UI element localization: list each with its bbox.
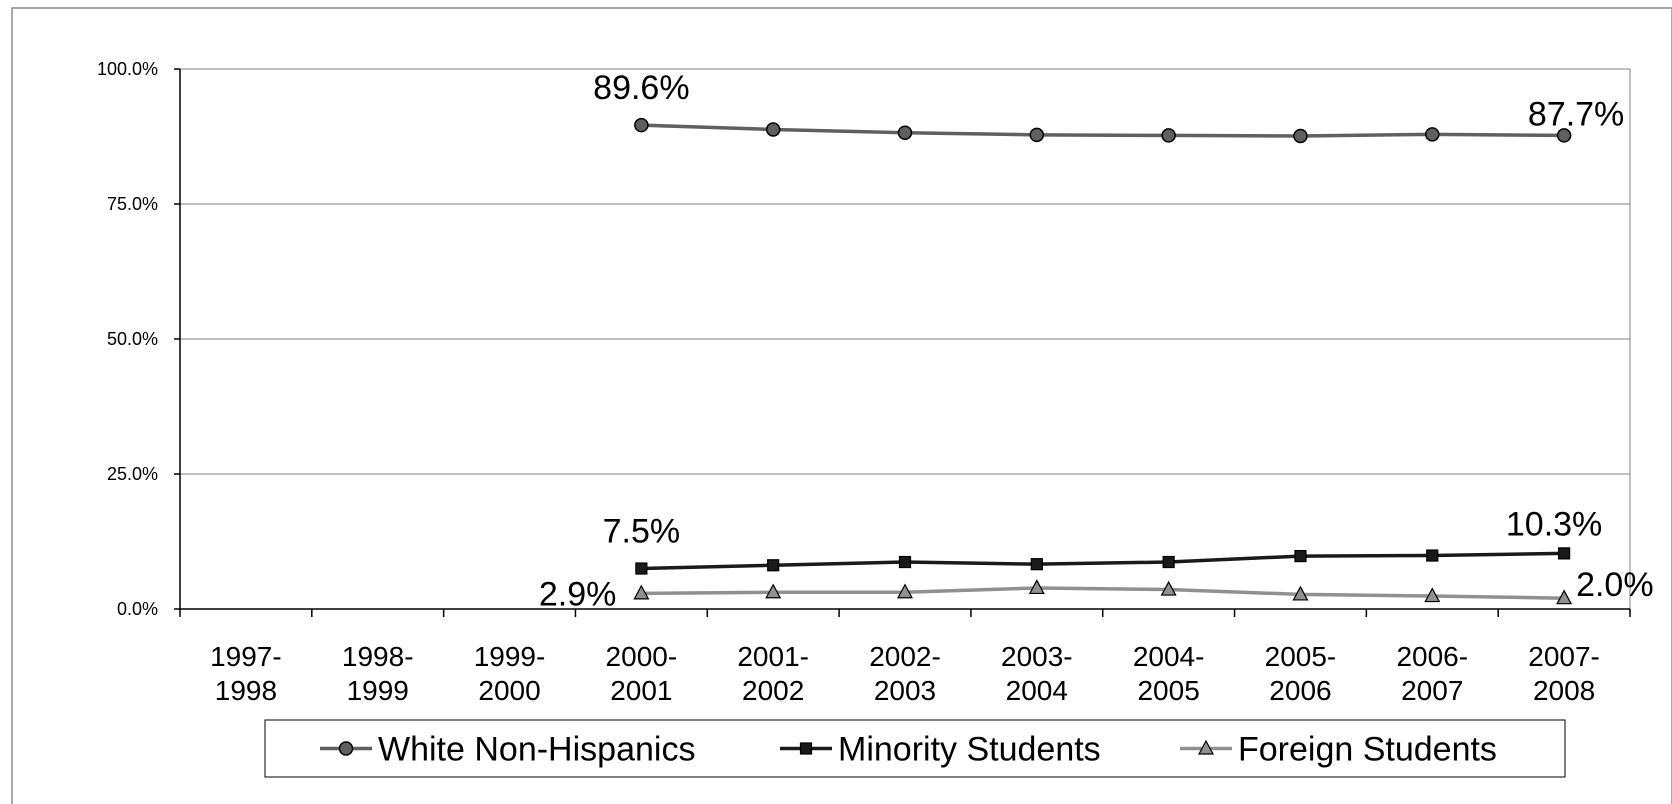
x-tick-label: 1998-1999 bbox=[342, 641, 414, 706]
legend-marker-white-non-hispanics bbox=[338, 741, 354, 756]
x-tick-label: 1997-1998 bbox=[210, 641, 282, 706]
legend-label-foreign-students: Foreign Students bbox=[1238, 731, 1497, 769]
x-tick-label: 2007-2008 bbox=[1528, 641, 1600, 706]
data-point-minority-students bbox=[1557, 547, 1571, 560]
data-point-minority-students bbox=[1294, 549, 1307, 563]
legend-label-minority-students: Minority Students bbox=[838, 731, 1101, 769]
series-line-minority-students bbox=[641, 551, 1565, 571]
data-label: 10.3% bbox=[1506, 505, 1602, 543]
data-label: 2.9% bbox=[539, 575, 617, 613]
data-point-foreign-students bbox=[896, 583, 914, 599]
legend bbox=[264, 719, 1566, 778]
chart-frame bbox=[11, 7, 1672, 804]
data-point-minority-students bbox=[898, 555, 912, 569]
data-point-minority-students bbox=[635, 562, 648, 575]
data-point-white-non-hispanics bbox=[1029, 127, 1045, 143]
y-tick-label: 25.0% bbox=[107, 464, 158, 484]
y-tick-label: 50.0% bbox=[107, 329, 158, 349]
data-point-minority-students bbox=[1426, 549, 1439, 562]
data-point-foreign-students bbox=[1292, 585, 1309, 601]
x-tick-label: 2000-2001 bbox=[606, 641, 678, 706]
data-point-white-non-hispanics bbox=[765, 122, 781, 137]
data-point-foreign-students bbox=[1028, 579, 1045, 595]
legend-marker-minority-students bbox=[799, 742, 813, 755]
legend-label-white-non-hispanics: White Non-Hispanics bbox=[378, 731, 695, 769]
x-tick-label: 1999-2000 bbox=[474, 641, 546, 706]
data-point-foreign-students bbox=[765, 583, 782, 599]
data-point-foreign-students bbox=[1556, 589, 1573, 605]
y-tick-label: 0.0% bbox=[117, 599, 158, 619]
x-tick-label: 2006-2007 bbox=[1396, 641, 1468, 706]
data-point-white-non-hispanics bbox=[634, 117, 649, 133]
y-tick-label: 100.0% bbox=[97, 59, 158, 79]
data-point-white-non-hispanics bbox=[1293, 128, 1308, 144]
data-point-foreign-students bbox=[633, 584, 650, 600]
data-point-minority-students bbox=[1030, 558, 1043, 571]
legend-marker-foreign-students bbox=[1197, 739, 1215, 755]
data-label: 7.5% bbox=[603, 513, 681, 551]
data-label: 2.0% bbox=[1576, 566, 1654, 604]
data-point-white-non-hispanics bbox=[1161, 128, 1176, 143]
data-point-foreign-students bbox=[1160, 580, 1177, 596]
x-tick-label: 2005-2006 bbox=[1265, 641, 1337, 706]
data-point-minority-students bbox=[767, 559, 780, 572]
data-point-minority-students bbox=[1162, 555, 1175, 569]
x-tick-label: 2003-2004 bbox=[1001, 641, 1073, 706]
data-point-white-non-hispanics bbox=[897, 125, 913, 140]
x-tick-label: 2001-2002 bbox=[737, 641, 809, 706]
data-label: 87.7% bbox=[1528, 95, 1624, 133]
data-point-foreign-students bbox=[1424, 587, 1441, 603]
data-label: 89.6% bbox=[593, 69, 689, 107]
data-point-white-non-hispanics bbox=[1556, 128, 1572, 143]
x-tick-label: 2004-2005 bbox=[1133, 641, 1205, 706]
series-line-foreign-students bbox=[641, 586, 1565, 600]
data-point-white-non-hispanics bbox=[1425, 127, 1440, 142]
y-tick-label: 75.0% bbox=[107, 194, 158, 214]
series-line-white-non-hispanics bbox=[641, 123, 1565, 138]
x-tick-label: 2002-2003 bbox=[869, 641, 941, 706]
